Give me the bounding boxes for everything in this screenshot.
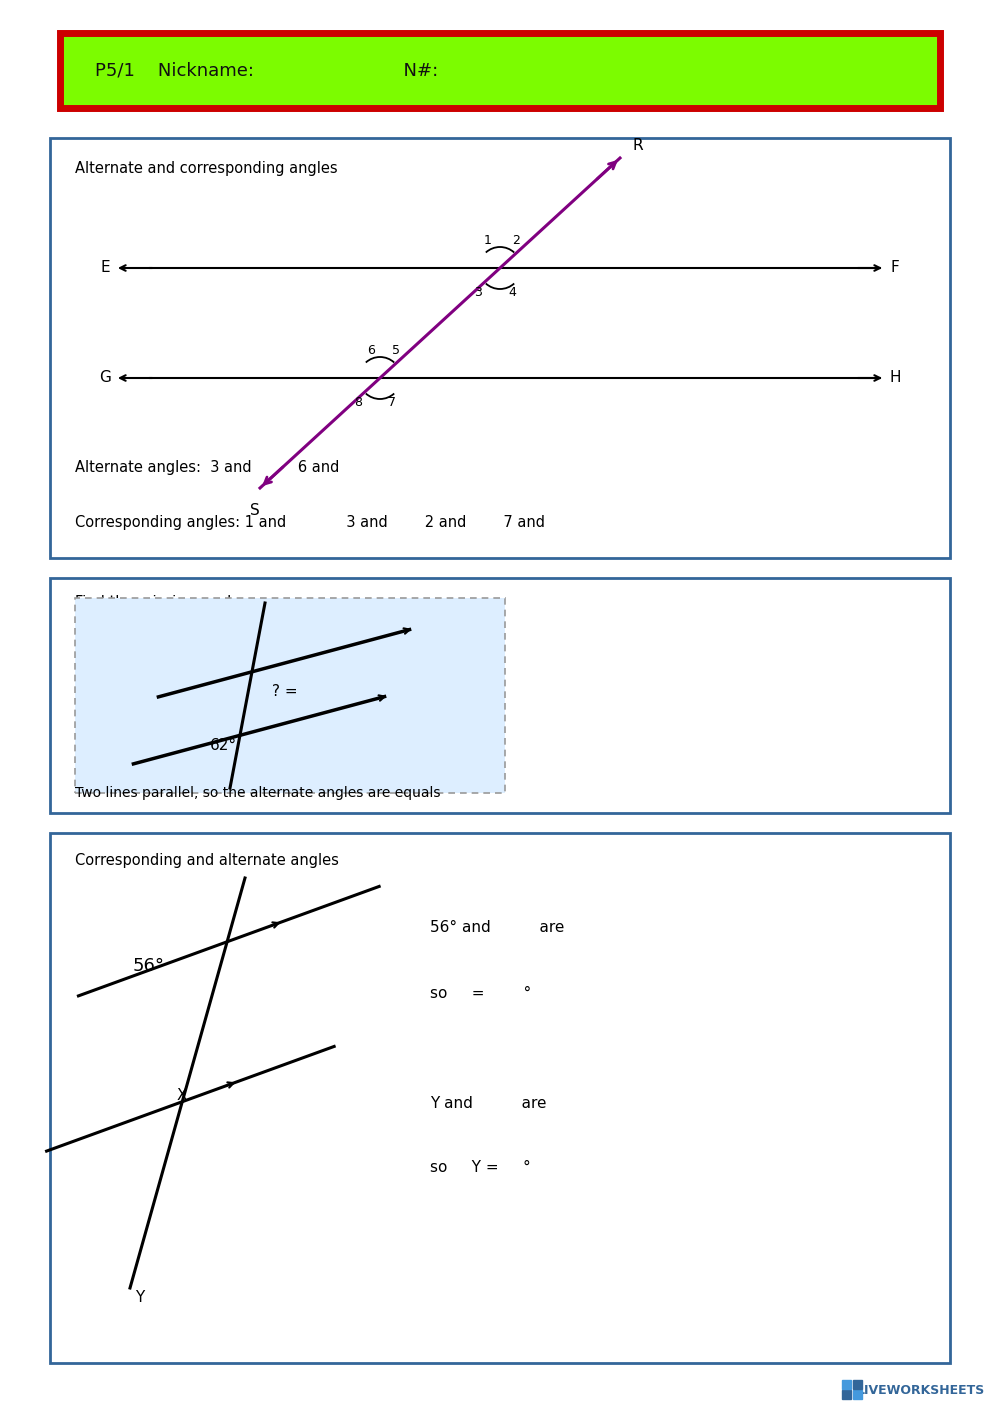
Text: Alternate and corresponding angles: Alternate and corresponding angles [75,161,338,175]
Text: F: F [891,260,899,276]
Text: S: S [250,503,260,519]
Text: Two lines parallel, so the alternate angles are equals: Two lines parallel, so the alternate ang… [75,786,440,800]
Text: 3: 3 [474,285,482,300]
Text: Alternate angles:  3 and          6 and: Alternate angles: 3 and 6 and [75,461,339,476]
Text: so     =        °: so = ° [430,985,531,1000]
Bar [842,1390,851,1399]
Bar [60,32,940,107]
Bar [75,598,505,793]
Bar [853,1381,862,1389]
Text: 7: 7 [388,396,396,408]
Text: Y: Y [135,1290,144,1306]
Text: so     Y =     °: so Y = ° [430,1160,531,1176]
Text: 8: 8 [354,396,362,408]
Text: 6: 6 [367,343,375,357]
Text: 2: 2 [512,235,520,247]
Text: E: E [100,260,110,276]
Text: H: H [889,370,901,386]
Text: G: G [99,370,111,386]
Text: R: R [632,138,643,153]
Text: 56° and          are: 56° and are [430,920,564,935]
Text: Corresponding angles: 1 and             3 and        2 and        7 and: Corresponding angles: 1 and 3 and 2 and … [75,516,545,530]
Text: 5: 5 [392,343,400,357]
Bar [50,834,950,1364]
Text: X: X [177,1088,188,1104]
Text: 4: 4 [508,285,516,300]
Text: 62°: 62° [210,738,237,753]
Text: 56°: 56° [133,957,165,975]
Bar [853,1390,862,1399]
Text: LIVEWORKSHEETS: LIVEWORKSHEETS [857,1385,985,1397]
Text: Y and          are: Y and are [430,1095,546,1111]
Text: Find the missing angle: Find the missing angle [75,595,240,610]
Bar [50,578,950,812]
Text: 1: 1 [484,235,492,247]
Bar [842,1381,851,1389]
Text: P5/1    Nickname:                          N#:: P5/1 Nickname: N#: [95,62,438,79]
Bar [50,138,950,558]
Text: ? =: ? = [272,684,298,698]
Text: Corresponding and alternate angles: Corresponding and alternate angles [75,853,339,869]
